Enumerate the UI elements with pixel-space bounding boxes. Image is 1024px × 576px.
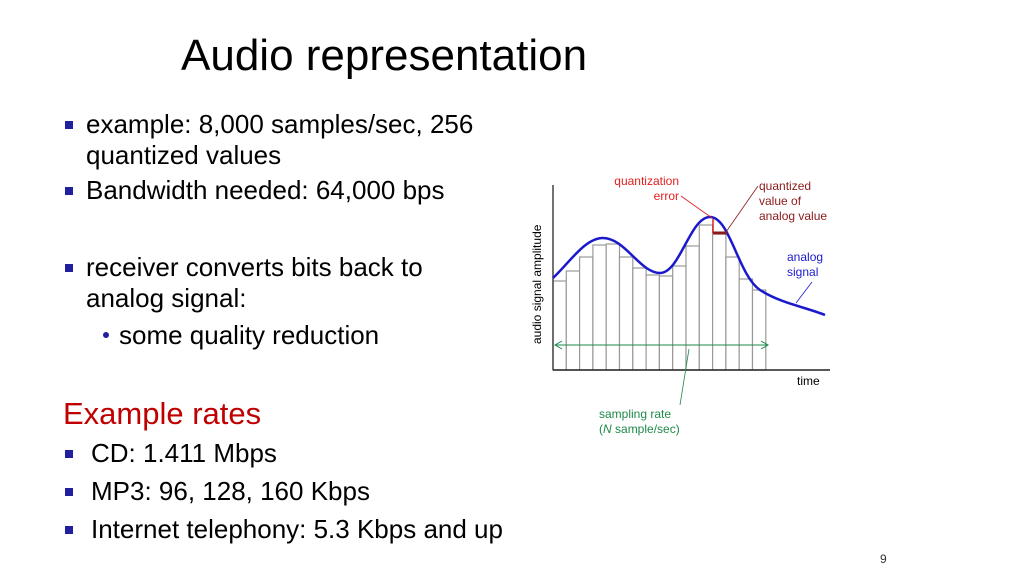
bullet-text: example: 8,000 samples/sec, 256 [86,109,474,139]
sample-bar [592,244,607,371]
x-axis-label: time [797,374,820,388]
sample-bar [725,256,740,371]
analog-signal-curve [552,215,826,317]
sample-bar [552,280,567,371]
sample-bar [672,265,687,371]
sample-bars [552,224,767,371]
bullet-text: analog signal: [86,283,247,313]
sample-bar [738,278,754,371]
sample-bar [618,256,634,371]
bullet-text: Bandwidth needed: 64,000 bps [86,175,445,205]
label-line: analog value [759,209,828,223]
label-line: signal [787,265,819,279]
sample-bar [698,224,714,371]
sample-bar [685,245,700,371]
sample-bar [711,233,727,371]
bullet-square-icon [65,526,73,534]
page-number: 9 [880,552,887,566]
label-line: error [653,189,679,203]
y-axis-label: audio signal amplitude [530,224,544,344]
bullet-square-icon [65,187,73,195]
bullet-dot-icon [103,332,109,338]
quantization-error-leader [680,195,713,219]
sample-bar [658,275,674,371]
sub-bullet-text: some quality reduction [119,320,380,350]
label-line: quantized [759,179,812,193]
bullet-square-icon [65,488,73,496]
sampling-rate-label: sampling rate (N sample/sec) [599,407,680,437]
bullet-text: quantized values [86,140,282,170]
label-line: (N sample/sec) [599,422,680,437]
sample-bar [645,274,660,371]
quantized-value-label: quantized value of analog value [759,179,827,224]
bullet-text: receiver converts bits back to [86,252,423,282]
sample-bar [751,289,767,371]
label-text: sample/sec) [615,422,680,436]
rate-item: MP3: 96, 128, 160 Kbps [91,476,370,506]
sample-bar [565,270,581,371]
label-line: analog [787,250,824,264]
slide-title: Audio representation [181,31,588,80]
quantized-value-leader [725,185,759,233]
arrow-right-icon [760,340,770,350]
bullet-square-icon [65,450,73,458]
sample-bar [605,243,621,371]
analog-signal-leader [795,281,813,304]
rate-item: CD: 1.411 Mbps [91,438,277,468]
bullet-square-icon [65,264,73,272]
paren: ( [599,422,603,436]
example-rates-heading: Example rates [63,396,262,431]
label-line: sampling rate [599,407,672,421]
rate-item: Internet telephony: 5.3 Kbps and up [91,514,503,544]
bullet-square-icon [65,121,73,129]
sampling-rate-leader [679,348,690,406]
sample-bar [578,256,594,371]
arrow-left-icon [553,340,563,350]
n-symbol: N [603,422,612,436]
quantization-error-label: quantization error [610,174,679,204]
analog-signal-label: analog signal [787,250,823,280]
label-line: value of [759,194,802,208]
sample-bar [632,267,647,371]
label-line: quantization [614,174,679,188]
